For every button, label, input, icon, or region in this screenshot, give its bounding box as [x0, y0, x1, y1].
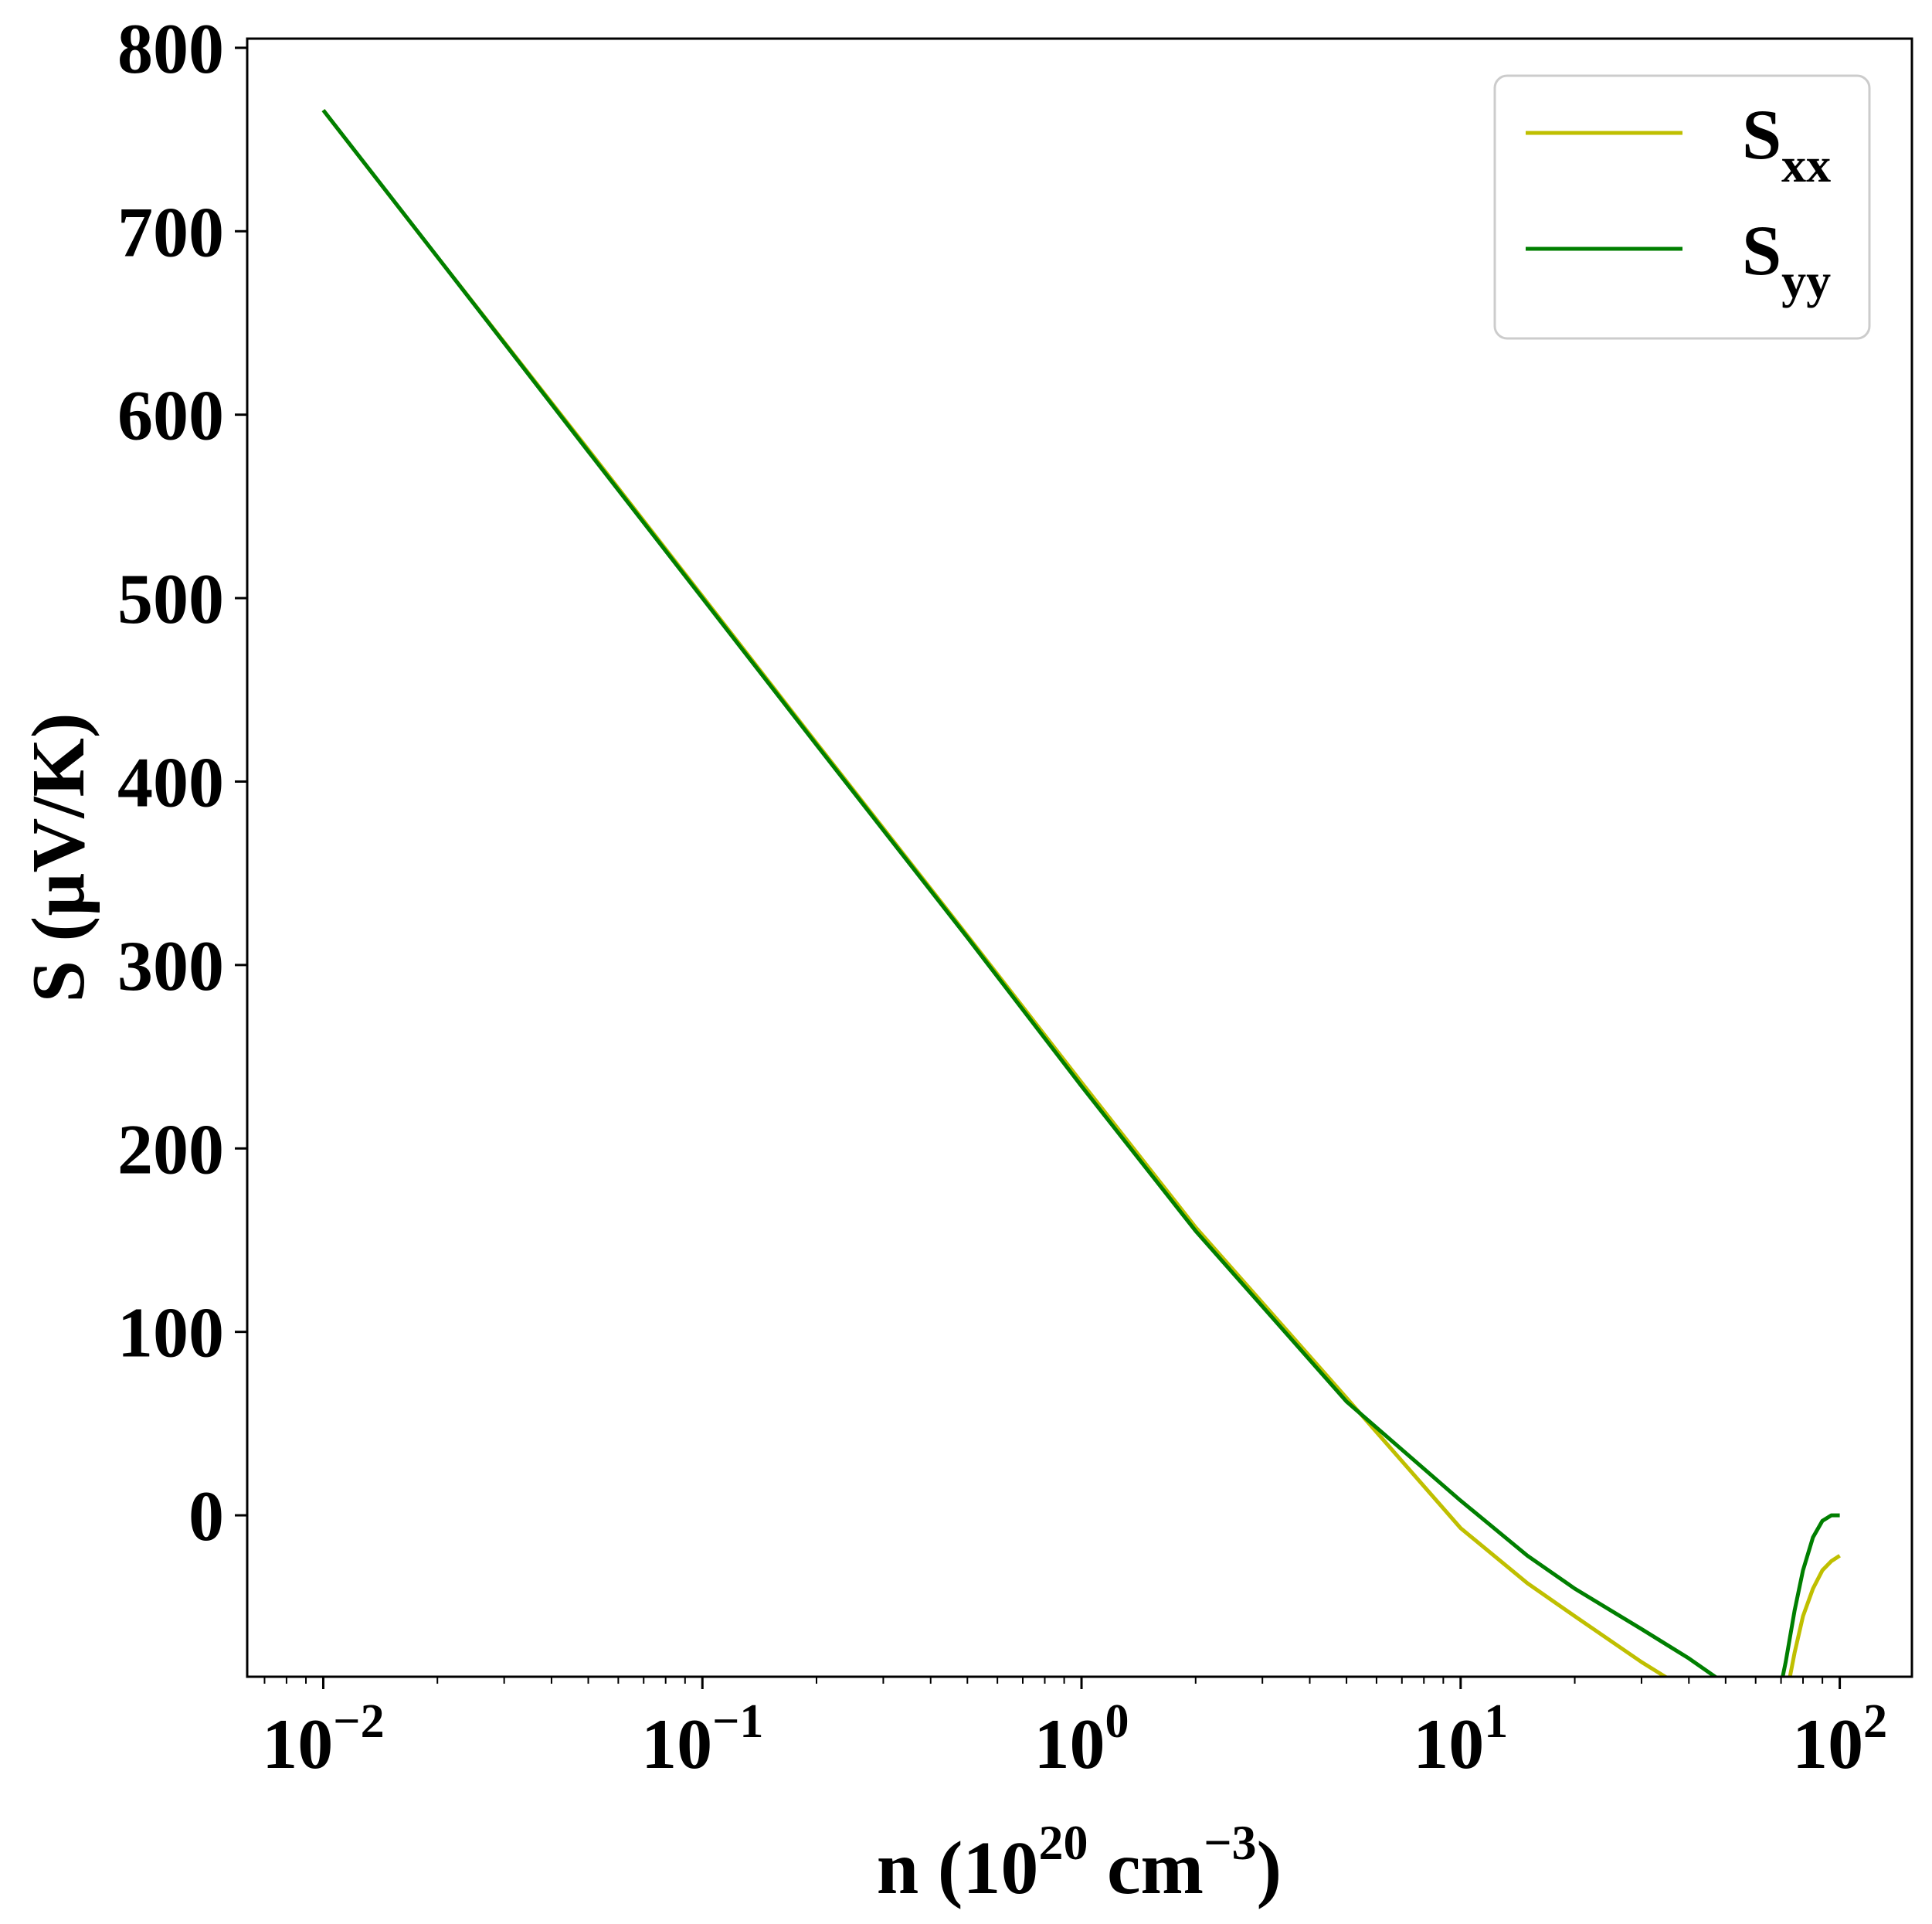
legend-box: [1493, 74, 1871, 340]
x-axis-label: n (1020 cm−3): [877, 1815, 1282, 1910]
y-tick-label: 800: [117, 9, 224, 88]
y-tick-label: 700: [117, 192, 224, 271]
x-tick-label: 102: [1792, 1695, 1887, 1783]
x-tick-label: 101: [1413, 1695, 1508, 1783]
y-tick-label: 0: [188, 1477, 224, 1555]
y-axis-label: S (µV/K): [17, 713, 100, 1003]
y-tick-label: 400: [117, 743, 224, 821]
series-line-syy: [321, 109, 1840, 1677]
y-tick-label: 300: [117, 926, 224, 1005]
y-tick-label: 600: [117, 376, 224, 455]
x-tick-label: 10−2: [262, 1695, 384, 1783]
x-tick-label: 100: [1034, 1695, 1129, 1783]
y-tick-label: 500: [117, 559, 224, 638]
legend: Sxx Syy: [1493, 74, 1871, 340]
x-tick-label: 10−1: [641, 1695, 763, 1783]
y-tick-label: 100: [117, 1293, 224, 1372]
legend-label-syy: Syy: [1742, 211, 1831, 308]
plot-frame: [246, 37, 1913, 1678]
y-tick-label: 200: [117, 1110, 224, 1188]
legend-label-sxx: Sxx: [1742, 95, 1831, 192]
series-line-sxx: [321, 109, 1841, 1677]
